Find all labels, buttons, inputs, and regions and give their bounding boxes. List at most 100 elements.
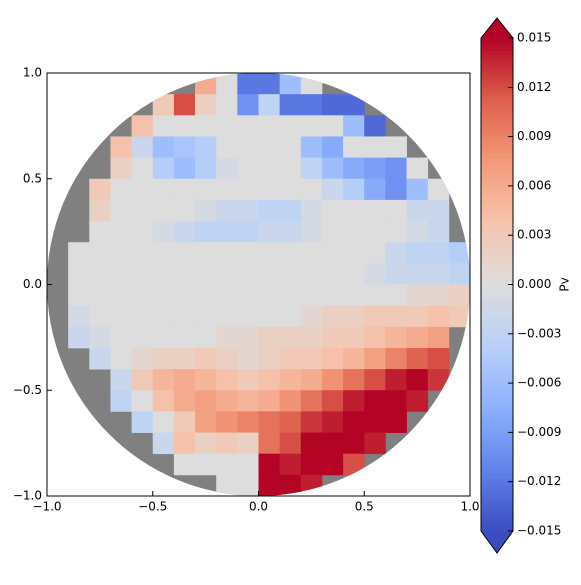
cell — [216, 73, 238, 95]
colorbar-segment — [481, 428, 513, 433]
colorbar-segment — [481, 231, 513, 236]
colorbar-segment — [481, 436, 513, 442]
cell — [321, 94, 344, 116]
colorbar-segment — [481, 424, 513, 429]
cell — [343, 263, 365, 285]
cell — [300, 305, 323, 328]
colorbar-segment — [481, 489, 513, 495]
cell — [364, 326, 386, 349]
cell — [279, 326, 302, 349]
colorbar-segment — [481, 218, 513, 224]
cell — [300, 474, 323, 496]
colorbar-segment — [481, 194, 513, 199]
cell — [173, 453, 196, 476]
cell — [406, 157, 429, 180]
cell — [131, 199, 154, 222]
cell — [427, 284, 450, 307]
cell — [237, 369, 259, 391]
cell — [216, 199, 238, 222]
colorbar-segment — [481, 235, 513, 240]
cell — [110, 326, 132, 349]
colorbar-segment — [481, 226, 513, 232]
cell — [216, 390, 238, 412]
cell — [321, 263, 344, 285]
colorbar-segment — [481, 461, 513, 466]
cell — [258, 136, 281, 158]
cell — [385, 178, 407, 201]
cell — [131, 411, 154, 433]
cell — [237, 263, 259, 285]
cell — [258, 347, 281, 370]
y-tick-label: −0.5 — [13, 383, 42, 397]
cell — [406, 326, 429, 349]
cell — [237, 221, 259, 243]
colorbar-segment — [481, 506, 513, 511]
cell — [406, 199, 429, 222]
cell — [300, 326, 323, 349]
cell — [427, 199, 450, 222]
colorbar-segment — [481, 251, 513, 257]
cell — [173, 263, 196, 285]
cell — [152, 263, 175, 285]
cell — [237, 199, 259, 222]
colorbar-segment — [481, 124, 513, 129]
colorbar-segment — [481, 288, 513, 294]
cell — [321, 136, 344, 158]
colorbar-segment — [481, 415, 513, 421]
cell — [321, 453, 344, 476]
cell — [406, 263, 429, 285]
cell — [279, 305, 302, 328]
colorbar-segment — [481, 239, 513, 244]
cell — [300, 432, 323, 455]
cell — [237, 390, 259, 412]
colorbar-tick-label: −0.015 — [517, 524, 561, 538]
colorbar-segment — [481, 173, 513, 179]
cell — [343, 199, 365, 222]
cell — [237, 94, 259, 116]
cell — [427, 242, 450, 264]
cell — [279, 390, 302, 412]
colorbar-segment — [481, 210, 513, 216]
cell — [152, 242, 175, 264]
cell — [110, 157, 132, 180]
colorbar-segment — [481, 107, 513, 113]
colorbar-segment — [481, 46, 513, 51]
colorbar-tick-label: −0.003 — [517, 326, 561, 340]
cell — [343, 347, 365, 370]
x-tick-label: 0.0 — [249, 500, 268, 514]
cell — [89, 242, 111, 264]
colorbar-segment — [481, 337, 513, 343]
cell — [89, 347, 111, 370]
cell — [131, 136, 154, 158]
cell — [152, 284, 175, 307]
cell — [321, 326, 344, 349]
cell — [216, 263, 238, 285]
cell — [279, 136, 302, 158]
cell — [343, 242, 365, 264]
colorbar-segment — [481, 420, 513, 425]
colorbar-tick-label: −0.009 — [517, 425, 561, 439]
cell — [321, 284, 344, 307]
colorbar-segment — [481, 103, 513, 109]
colorbar-segment — [481, 391, 513, 396]
cell — [131, 242, 154, 264]
cell — [279, 263, 302, 285]
cell — [152, 305, 175, 328]
colorbar-segment — [481, 202, 513, 207]
cell — [300, 284, 323, 307]
colorbar-segment — [481, 317, 513, 322]
colorbar-segment — [481, 280, 513, 285]
cell — [279, 94, 302, 116]
colorbar-segment — [481, 144, 513, 150]
cell — [152, 326, 175, 349]
cell — [68, 284, 90, 307]
cell — [131, 115, 154, 137]
cell — [131, 369, 154, 391]
colorbar-tick-label: −0.006 — [517, 376, 561, 390]
cell — [448, 242, 470, 264]
colorbar-segment — [481, 329, 513, 335]
colorbar-segment — [481, 448, 513, 454]
cell — [152, 390, 175, 412]
colorbar-segment — [481, 243, 513, 249]
cell — [258, 73, 281, 95]
